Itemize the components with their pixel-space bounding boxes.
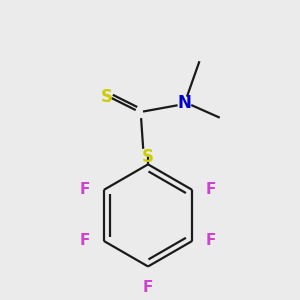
- Text: F: F: [206, 182, 216, 197]
- Text: F: F: [143, 280, 153, 295]
- Text: S: S: [142, 148, 154, 166]
- Text: S: S: [101, 88, 113, 106]
- Text: F: F: [80, 233, 90, 248]
- Text: F: F: [80, 182, 90, 197]
- Text: F: F: [206, 233, 216, 248]
- Text: N: N: [177, 94, 191, 112]
